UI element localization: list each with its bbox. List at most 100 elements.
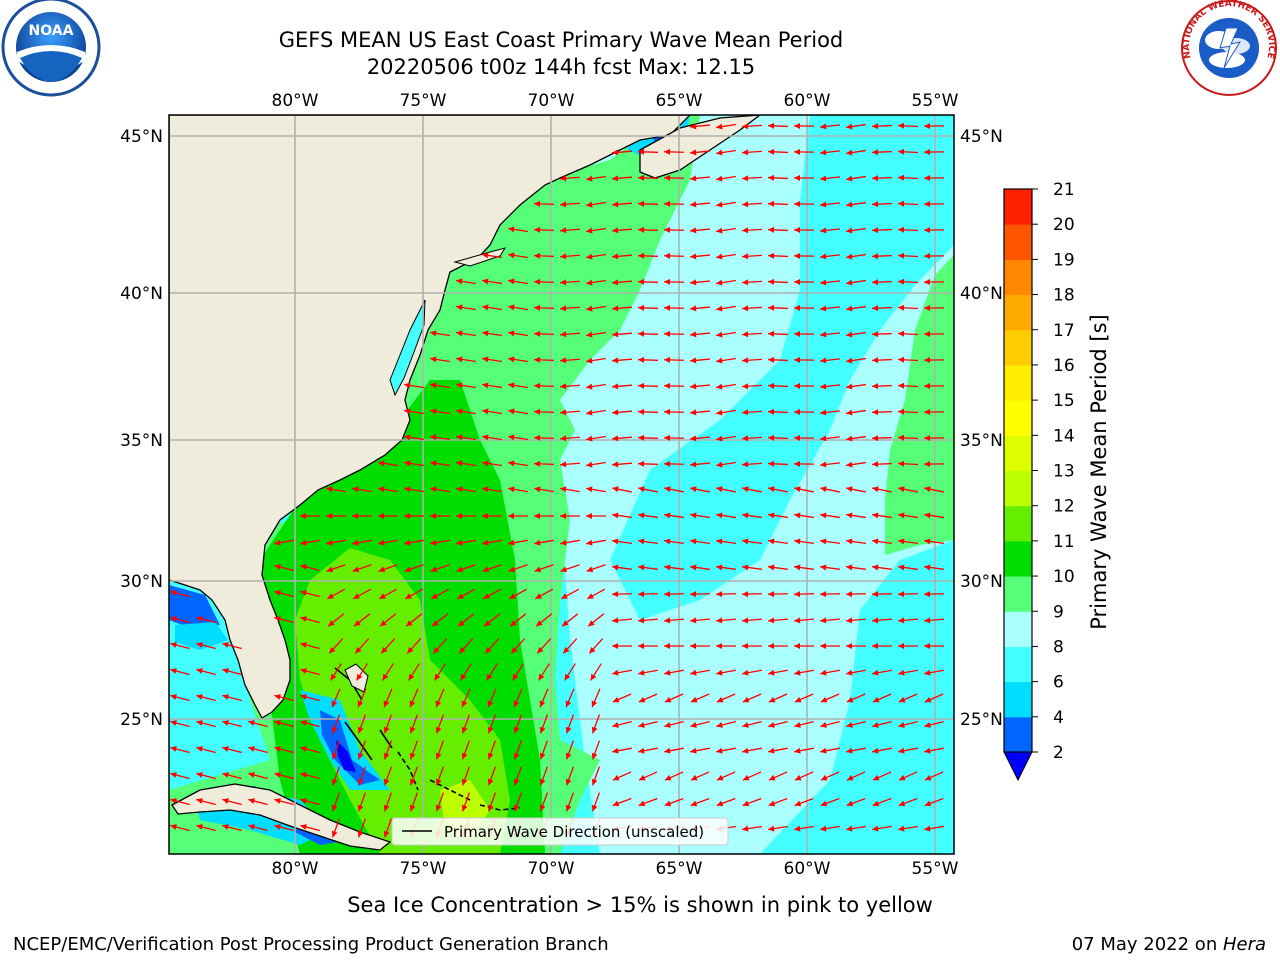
chart-title: GEFS MEAN US East Coast Primary Wave Mea…	[278, 28, 844, 52]
wave-arrow	[483, 613, 501, 627]
wave-arrow	[897, 356, 919, 363]
wave-arrow	[846, 149, 866, 156]
wave-arrow	[409, 792, 419, 812]
wave-arrow	[819, 461, 841, 468]
wave-arrow	[689, 175, 711, 182]
wave-arrow	[767, 252, 789, 259]
wave-arrow	[559, 461, 581, 468]
wave-arrow	[482, 434, 502, 441]
wave-arrow	[898, 538, 918, 545]
wave-arrow	[586, 357, 606, 364]
wave-arrow	[484, 638, 500, 654]
wave-arrow	[432, 638, 448, 654]
wave-arrow	[482, 304, 502, 311]
wave-arrow	[637, 434, 659, 441]
wave-arrow	[716, 771, 736, 781]
wave-arrow	[663, 252, 685, 259]
wave-arrow	[482, 539, 502, 546]
lon-label-bottom: 60°W	[784, 859, 831, 879]
lat-label-right: 25°N	[960, 710, 1003, 730]
wave-arrow	[663, 434, 685, 441]
wave-arrow	[326, 486, 346, 493]
wave-arrow	[871, 643, 893, 650]
wave-arrow	[456, 434, 476, 441]
wave-arrow	[482, 486, 502, 493]
wave-arrow	[794, 720, 814, 728]
wave-arrow	[924, 486, 944, 493]
colorbar-tick-label: 13	[1053, 462, 1075, 482]
wave-arrow	[611, 643, 633, 650]
wave-arrow	[794, 747, 814, 754]
wave-arrow	[352, 486, 372, 493]
wave-arrow	[924, 564, 944, 571]
wave-arrow	[638, 512, 658, 519]
wave-arrow	[716, 201, 736, 208]
wave-arrow	[923, 305, 945, 312]
wave-arrow	[513, 688, 523, 708]
wave-arrow	[170, 694, 190, 702]
wave-arrow	[767, 617, 789, 624]
wave-arrow	[565, 792, 575, 812]
wave-arrow	[586, 279, 606, 286]
wave-arrow	[612, 512, 632, 519]
wave-arrow	[871, 123, 893, 130]
wave-arrow	[487, 714, 497, 734]
wave-arrow	[565, 688, 575, 708]
wave-arrow	[716, 486, 736, 493]
chart-subtitle: 20220506 t00z 144h fcst Max: 12.15	[366, 55, 756, 79]
wave-arrow	[897, 200, 919, 207]
colorbar-tick-label: 4	[1053, 708, 1064, 728]
wave-arrow	[898, 512, 918, 519]
wave-arrow	[591, 714, 601, 734]
wave-arrow	[663, 591, 685, 598]
wave-arrow	[458, 638, 474, 654]
wave-arrow	[611, 591, 633, 598]
wave-arrow	[819, 227, 841, 234]
wave-arrow	[170, 720, 190, 728]
wave-arrow	[793, 434, 815, 441]
wave-arrow	[456, 356, 476, 363]
wave-arrow	[663, 408, 685, 415]
wave-arrow	[768, 512, 788, 519]
wave-arrow	[591, 792, 601, 812]
wave-arrow	[562, 638, 578, 654]
wave-arrow	[689, 461, 711, 468]
wave-arrow	[429, 513, 451, 520]
wave-arrow	[248, 772, 268, 780]
wave-arrow	[405, 613, 423, 627]
wave-arrow	[560, 588, 580, 600]
wave-arrow	[196, 694, 216, 702]
wave-arrow	[357, 792, 367, 812]
land-us-east-coast	[169, 115, 691, 719]
wave-arrow	[611, 227, 633, 234]
lon-label-bottom: 70°W	[528, 859, 575, 879]
wave-arrow	[586, 383, 606, 390]
wave-arrow	[871, 253, 893, 260]
wave-arrow	[383, 818, 393, 838]
wave-arrow	[794, 564, 814, 571]
wave-arrow	[560, 539, 580, 546]
wave-arrow	[689, 331, 711, 338]
colorbar-segment	[1004, 400, 1032, 436]
wave-arrow	[846, 771, 866, 781]
wave-arrow	[767, 330, 789, 337]
wave-arrow	[741, 357, 763, 364]
wave-arrow	[434, 663, 446, 681]
wave-arrow	[508, 226, 528, 233]
wave-arrow	[274, 798, 294, 806]
wave-arrow	[741, 461, 763, 468]
wave-arrow	[923, 617, 945, 624]
wave-arrow	[409, 766, 419, 786]
wave-arrow	[300, 539, 320, 546]
wave-arrow	[637, 330, 659, 337]
wave-arrow	[794, 512, 814, 519]
wave-arrow	[689, 253, 711, 260]
wave-arrow	[871, 461, 893, 468]
wave-arrow	[331, 792, 341, 812]
wave-arrow	[846, 538, 866, 545]
wave-arrow	[534, 486, 554, 493]
wave-arrow	[872, 486, 892, 493]
wave-arrow	[897, 304, 919, 311]
wave-arrow	[508, 408, 528, 415]
wave-arrow	[507, 513, 529, 520]
